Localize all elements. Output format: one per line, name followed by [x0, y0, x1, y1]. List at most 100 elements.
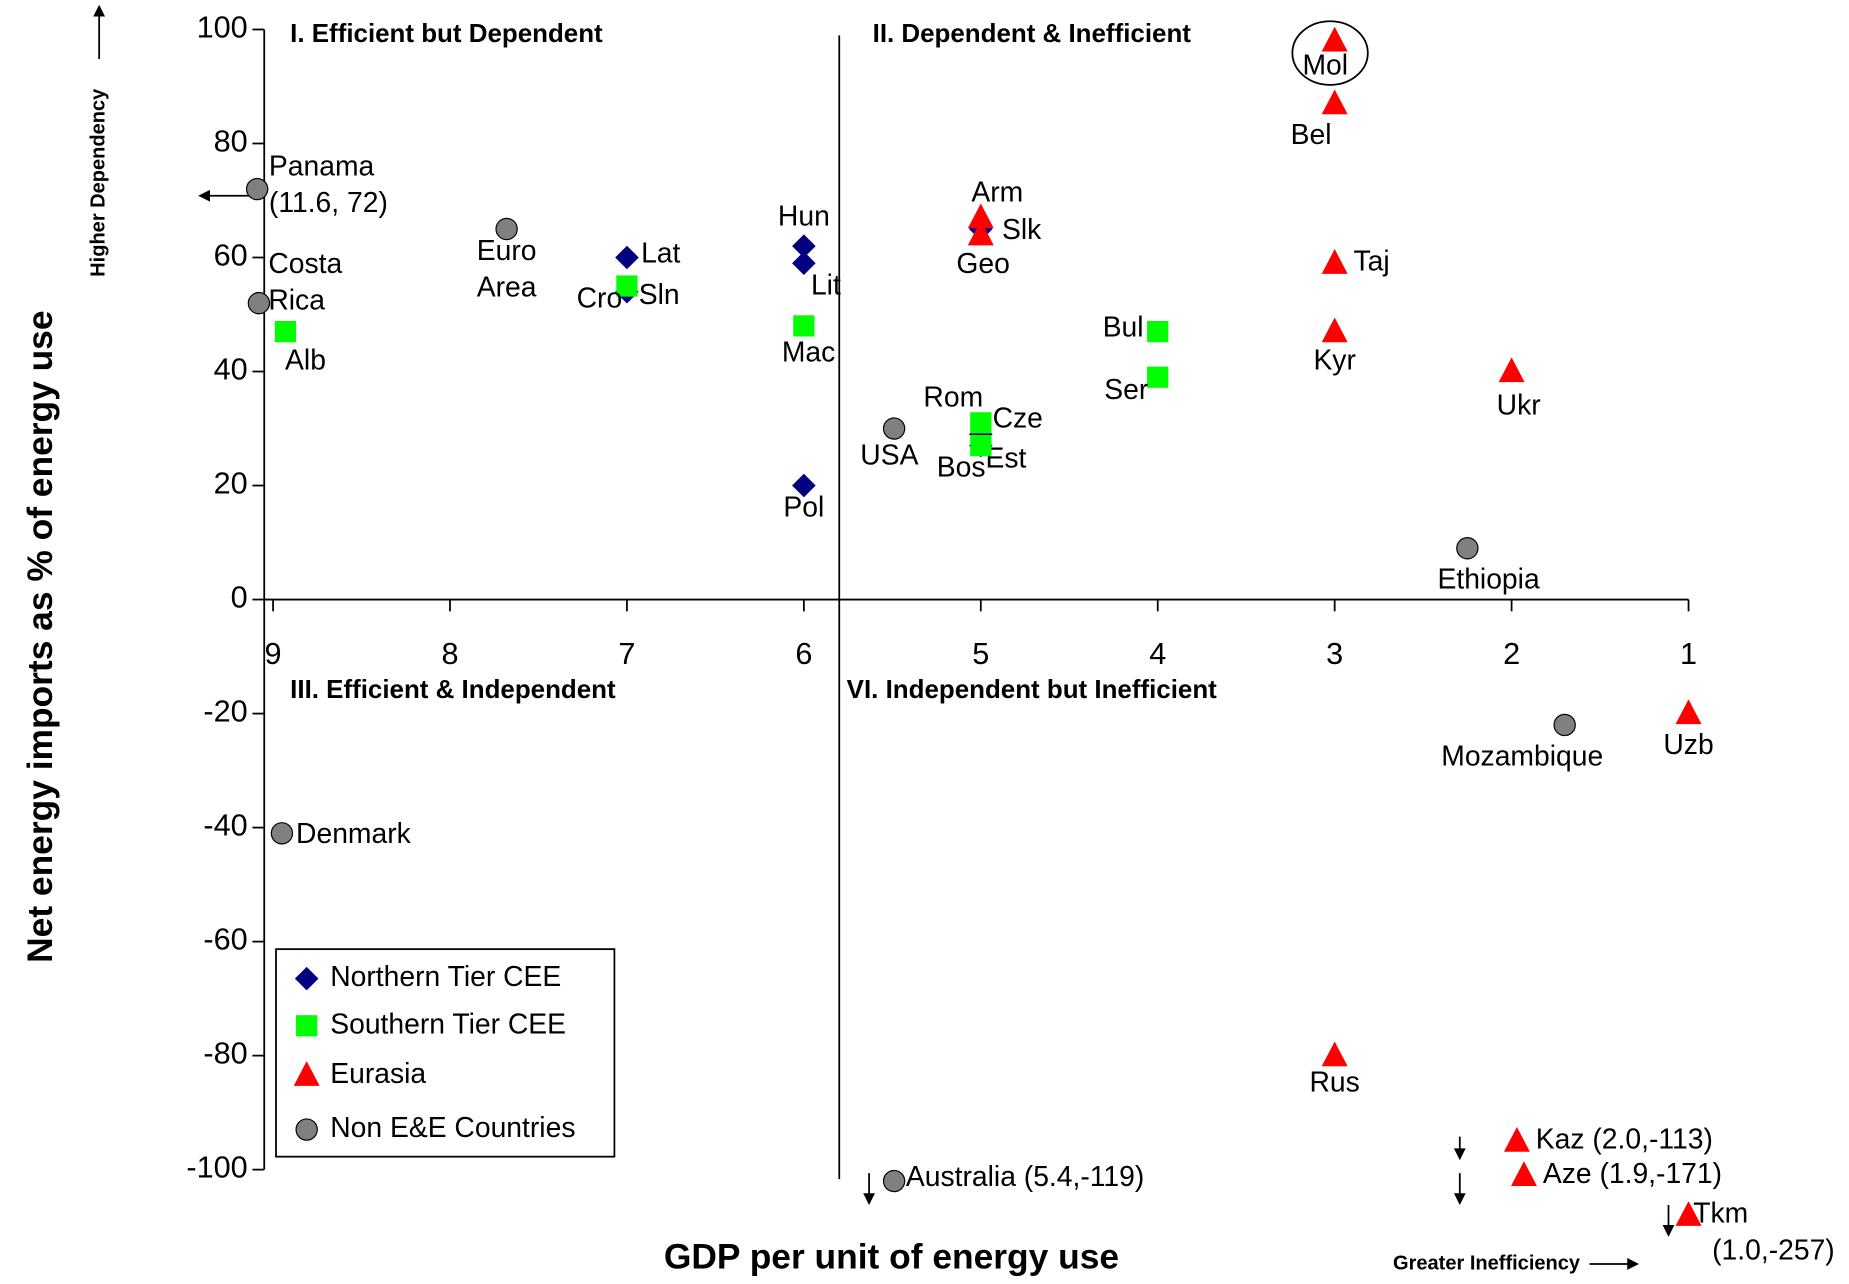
point: [1456, 537, 1479, 560]
point-label: Costa: [268, 247, 342, 279]
point-label: Area: [477, 271, 537, 303]
point-label: Taj: [1354, 245, 1390, 277]
point: [970, 412, 992, 434]
x-axis-title: GDP per unit of energy use: [664, 1238, 1119, 1277]
point: [1321, 249, 1348, 274]
point-label: USA: [860, 438, 918, 470]
legend-marker: [296, 1015, 318, 1037]
point: [1511, 1161, 1537, 1186]
point: [1147, 366, 1169, 388]
point: [1321, 317, 1348, 343]
point-label: Bel: [1291, 118, 1332, 150]
point-label: Hun: [778, 199, 830, 231]
legend-label: Northern Tier CEE: [330, 960, 561, 992]
arrowhead: [1627, 1258, 1640, 1270]
legend-marker: [293, 1061, 320, 1086]
point-label: Rom: [923, 381, 983, 413]
legend-box: [275, 948, 616, 1158]
point: [882, 1169, 906, 1193]
point-label: Slk: [1002, 213, 1042, 245]
point-label: Pol: [783, 491, 824, 523]
point-label: Bos: [937, 451, 986, 483]
point-label: Arm: [971, 175, 1023, 207]
point: [1321, 89, 1348, 115]
point-label: Tkm: [1693, 1197, 1748, 1229]
legend-marker: [294, 966, 319, 991]
point-label: Kaz (2.0,-113): [1536, 1123, 1713, 1155]
x-tick-label: 1: [1680, 637, 1697, 671]
arrowhead: [93, 4, 106, 17]
y-tick-label: 0: [231, 581, 248, 615]
y-tick-label: -60: [203, 923, 247, 957]
point-label: Panama: [269, 149, 375, 181]
point-label: Rica: [268, 283, 325, 315]
point-label: Lit: [811, 268, 841, 300]
y-tick-label: -20: [203, 695, 247, 729]
point-label: Cze: [993, 402, 1043, 434]
point: [1321, 26, 1348, 52]
point: [792, 473, 816, 498]
point: [1147, 321, 1169, 343]
y-tick-label: 40: [214, 353, 248, 387]
x-tick-label: 7: [618, 637, 635, 671]
legend-label: Southern Tier CEE: [330, 1007, 566, 1039]
point: [1675, 1201, 1702, 1226]
point-label: Uzb: [1663, 728, 1713, 760]
arrowhead: [198, 189, 210, 202]
y-tick-label: 60: [214, 239, 248, 273]
quadrant-label: I. Efficient but Dependent: [290, 20, 603, 48]
point-label: (1.0,-257): [1712, 1233, 1835, 1265]
quadrant-label: III. Efficient & Independent: [290, 676, 616, 704]
point: [1553, 713, 1576, 737]
down-arrows: [868, 1136, 1670, 1228]
down-arrowheads: [863, 1148, 1675, 1237]
point-label: Mac: [782, 336, 835, 368]
x-tick-label: 2: [1503, 637, 1520, 671]
y-tick-label: -80: [203, 1037, 247, 1071]
point: [1321, 1041, 1348, 1067]
point: [1498, 357, 1525, 383]
point-label: Ethiopia: [1437, 563, 1539, 595]
point-label: Euro: [477, 234, 537, 266]
annotation: Higher Dependency: [87, 88, 109, 277]
point-label: Rus: [1310, 1065, 1360, 1097]
point-label: Ser: [1104, 373, 1148, 405]
y-axis-title: Net energy imports as % of energy use: [21, 310, 60, 962]
point: [270, 822, 294, 845]
point: [616, 275, 638, 297]
point: [967, 203, 994, 229]
legend-label: Eurasia: [330, 1057, 426, 1089]
y-tick-label: -40: [203, 809, 247, 843]
point-label: Denmark: [296, 817, 412, 849]
x-tick-label: 5: [972, 637, 989, 671]
x-tick-label: 8: [441, 637, 458, 671]
highlight-circle: [1291, 20, 1369, 86]
point: [882, 417, 906, 440]
y-tick-label: 100: [197, 11, 248, 45]
legend-label: Non E&E Countries: [330, 1111, 575, 1143]
point-label: Kyr: [1313, 344, 1355, 376]
point-label: Lat: [641, 237, 680, 269]
point-label: Ukr: [1497, 388, 1541, 420]
point-label: Australia (5.4,-119): [906, 1160, 1144, 1192]
point: [793, 315, 815, 337]
point-label: (11.6, 72): [269, 186, 388, 218]
point: [970, 435, 992, 457]
x-tick-label: 9: [265, 637, 282, 671]
y-tick-label: 20: [214, 467, 248, 501]
point-label: Geo: [956, 247, 1009, 279]
y-tick-label: -100: [186, 1151, 247, 1185]
point-label: Sln: [639, 278, 680, 310]
point: [615, 245, 639, 270]
annotation: Greater Inefficiency: [1393, 1252, 1581, 1274]
point: [1675, 699, 1702, 725]
point: [495, 217, 518, 241]
x-tick-label: 4: [1149, 637, 1166, 671]
point: [247, 291, 271, 315]
point: [245, 177, 269, 201]
point: [274, 321, 297, 343]
point-label: Cro: [577, 282, 623, 314]
point: [1503, 1126, 1530, 1152]
point: [792, 251, 816, 275]
